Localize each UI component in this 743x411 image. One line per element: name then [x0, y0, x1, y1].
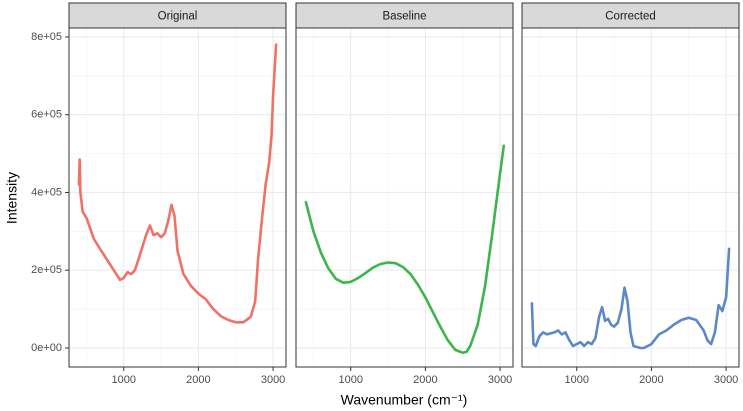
panel-background	[296, 28, 513, 367]
x-tick-label: 2000	[413, 374, 437, 386]
y-tick-label: 6e+05	[31, 109, 62, 121]
y-tick-label: 2e+05	[31, 264, 62, 276]
x-tick-label: 1000	[111, 374, 135, 386]
panel-background	[69, 28, 286, 367]
panel-background	[522, 28, 739, 367]
y-axis-title: Intensity	[4, 172, 20, 224]
data-line	[530, 247, 731, 350]
y-tick-label: 0e+00	[31, 342, 62, 354]
x-tick-label: 3000	[488, 374, 512, 386]
x-tick-label: 1000	[338, 374, 362, 386]
y-tick-label: 8e+05	[31, 31, 62, 43]
x-tick-label: 2000	[186, 374, 210, 386]
facet-panel: 1000 2000 3000 Baseline	[295, 2, 514, 386]
x-tick-label: 2000	[639, 374, 663, 386]
strip	[295, 2, 514, 29]
facet-panel: 1000 2000 3000 Corrected	[521, 2, 740, 386]
y-tick-label: 4e+05	[31, 186, 62, 198]
x-tick-label: 3000	[714, 374, 738, 386]
strip-text: Original	[158, 11, 198, 23]
x-axis-title: Wavenumber (cm⁻¹)	[341, 392, 468, 408]
strip	[68, 2, 287, 29]
data-line	[77, 43, 278, 324]
facet-panel: 1000 2000 3000 Original	[68, 2, 287, 386]
x-tick-label: 1000	[564, 374, 588, 386]
x-tick-label: 3000	[261, 374, 285, 386]
strip-text: Corrected	[605, 11, 656, 23]
strip-text: Baseline	[382, 11, 426, 23]
strip	[521, 2, 740, 29]
data-line	[304, 144, 506, 354]
